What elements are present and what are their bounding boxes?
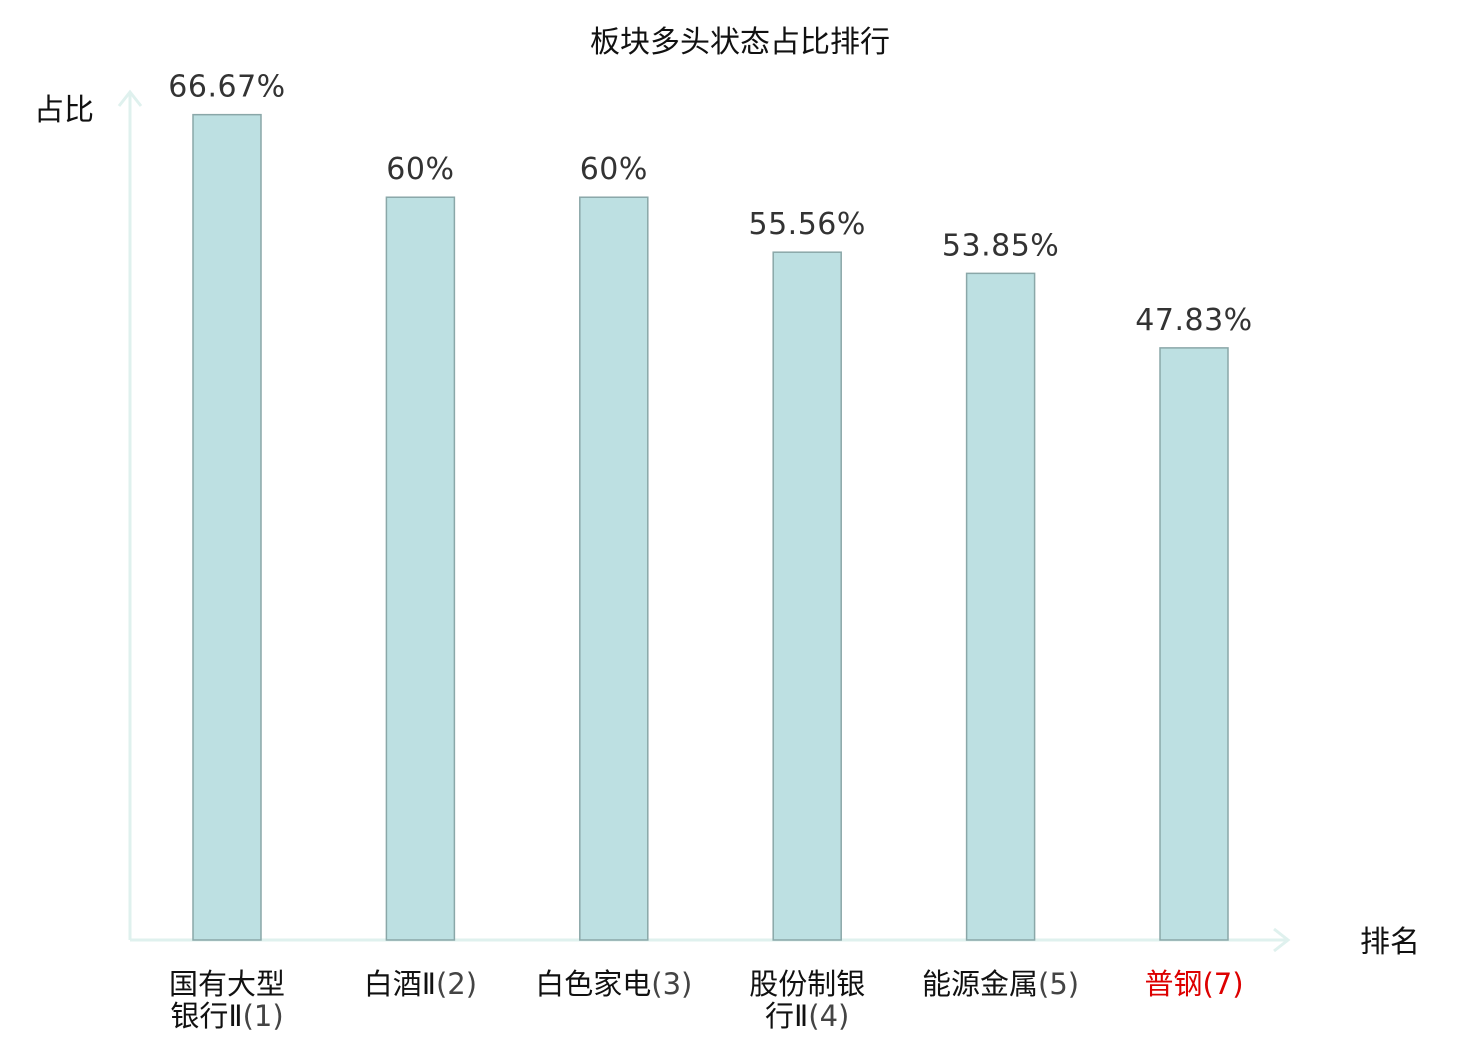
bars-group bbox=[192, 113, 1229, 941]
bar-2 bbox=[385, 196, 456, 941]
x-axis-arrow-icon bbox=[1273, 927, 1291, 953]
category-label-4: 股份制银行Ⅱ(4) bbox=[749, 967, 865, 1033]
bar-6 bbox=[1159, 347, 1229, 941]
bar-5 bbox=[965, 272, 1036, 941]
category-label-3: 白色家电(3) bbox=[535, 967, 692, 1001]
category-label-5: 能源金属(5) bbox=[922, 967, 1079, 1001]
value-label-2: 60% bbox=[386, 152, 454, 187]
bar-1 bbox=[192, 113, 262, 941]
y-axis-label: 占比 bbox=[34, 93, 94, 128]
x-axis-label: 排名 bbox=[1360, 925, 1420, 960]
bar-3 bbox=[579, 196, 649, 941]
category-labels-group: 国有大型银行Ⅱ(1) 白酒Ⅱ(2) 白色家电(3) 股份制银行Ⅱ(4) 能源金属(5) 普… bbox=[169, 967, 1244, 1033]
value-label-1: 66.67% bbox=[168, 70, 285, 105]
y-axis-arrow-icon bbox=[117, 89, 143, 107]
value-label-5: 53.85% bbox=[942, 228, 1059, 263]
bar-4 bbox=[772, 251, 842, 941]
value-label-3: 60% bbox=[580, 152, 648, 187]
category-label-1: 国有大型银行Ⅱ(1) bbox=[169, 967, 285, 1033]
axes bbox=[117, 89, 1291, 953]
chart-title: 板块多头状态占比排行 bbox=[590, 25, 890, 60]
value-label-6: 47.83% bbox=[1135, 303, 1252, 338]
value-label-4: 55.56% bbox=[749, 207, 866, 242]
category-label-6: 普钢(7) bbox=[1144, 967, 1243, 1001]
value-labels-group: 66.67% 60% 60% 55.56% 53.85% 47.83% bbox=[168, 70, 1252, 338]
category-label-2: 白酒Ⅱ(2) bbox=[364, 967, 477, 1001]
